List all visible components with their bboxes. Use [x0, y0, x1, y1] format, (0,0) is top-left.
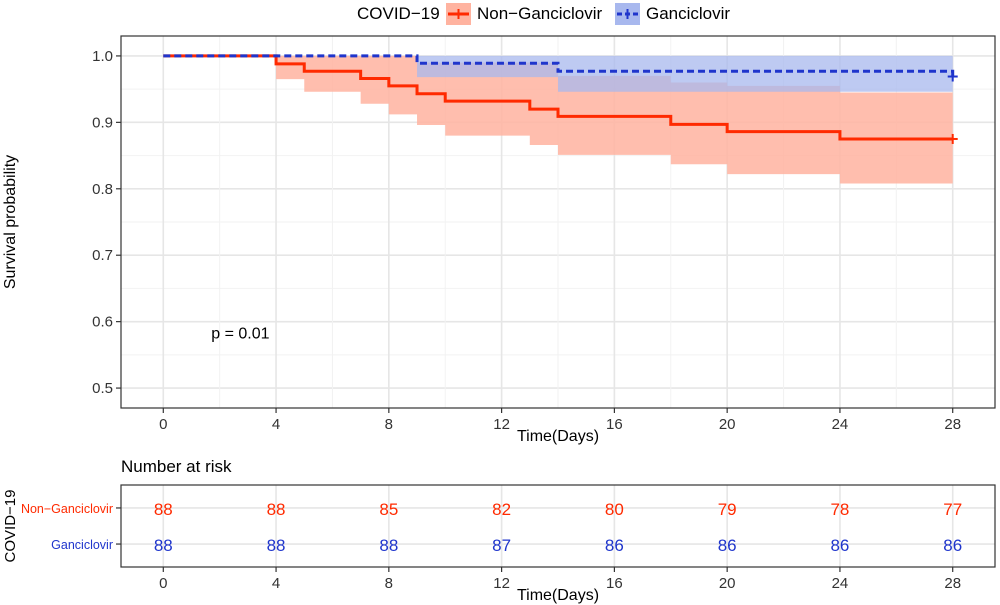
ci-band-ganciclovir	[163, 55, 953, 92]
y-tick-label: 0.8	[92, 181, 113, 198]
risk-row-label: Non−Ganciclovir	[21, 502, 113, 516]
legend-item-non-ganciclovir: Non−Ganciclovir	[446, 3, 603, 25]
risk-table-y-label: COVID−19	[2, 490, 19, 563]
risk-x-tick-label: 4	[272, 575, 280, 592]
x-tick-label: 16	[606, 416, 623, 433]
risk-x-tick-label: 12	[493, 575, 510, 592]
risk-table-x-label: Time(Days)	[517, 587, 599, 604]
risk-table-grid	[121, 485, 995, 567]
risk-cell: 82	[492, 500, 511, 519]
x-tick-label: 28	[944, 416, 961, 433]
risk-x-tick-label: 8	[385, 575, 393, 592]
y-axis-ticks: 0.5 0.6 0.7 0.8 0.9 1.0	[92, 48, 121, 397]
survival-curve-ganciclovir	[163, 54, 955, 77]
x-tick-label: 0	[159, 416, 167, 433]
risk-x-tick-label: 24	[832, 575, 849, 592]
risk-table-panel	[121, 485, 995, 567]
plot-frame	[120, 35, 996, 409]
x-tick-label: 12	[493, 416, 510, 433]
risk-x-tick-label: 16	[606, 575, 623, 592]
survival-plot: 0.5 0.6 0.7 0.8 0.9 1.0 0 4 8 12 16 20 24 28 Time(Da…	[2, 35, 996, 445]
x-tick-label: 24	[832, 416, 849, 433]
risk-cell: 88	[154, 536, 173, 555]
risk-x-tick-label: 0	[159, 575, 167, 592]
x-axis-ticks: 0 4 8 12 16 20 24 28	[159, 408, 961, 433]
risk-cell: 77	[943, 500, 962, 519]
risk-cell: 88	[379, 536, 398, 555]
risk-cell: 88	[267, 500, 286, 519]
risk-table: Number at risk COVID−19 88 88 85 82 80 79 78 77…	[2, 457, 996, 604]
y-axis-label: Survival probability	[2, 155, 19, 289]
y-tick-label: 0.5	[92, 380, 113, 397]
risk-table-row-labels: Non−Ganciclovir Ganciclovir	[21, 502, 121, 552]
risk-cell: 78	[830, 500, 849, 519]
y-tick-label: 0.7	[92, 247, 113, 264]
legend-title: COVID−19	[357, 4, 440, 23]
censor-mark	[947, 133, 958, 144]
risk-cell: 87	[492, 536, 511, 555]
risk-table-x-ticks: 0 4 8 12 16 20 24 28	[159, 567, 961, 592]
survival-curves	[163, 54, 958, 144]
risk-cell: 86	[605, 536, 624, 555]
risk-cell: 80	[605, 500, 624, 519]
risk-x-tick-label: 28	[944, 575, 961, 592]
legend-item-ganciclovir: Ganciclovir	[615, 3, 730, 25]
p-value-annotation: p = 0.01	[211, 325, 269, 342]
risk-x-tick-label: 20	[719, 575, 736, 592]
confidence-bands	[163, 55, 953, 184]
legend-label-ganciclovir: Ganciclovir	[646, 4, 730, 23]
x-tick-label: 20	[719, 416, 736, 433]
y-tick-label: 0.6	[92, 314, 113, 331]
risk-table-cells: 88 88 85 82 80 79 78 77 88 88 88 87 86 86 86 86	[154, 500, 962, 555]
survival-curve-non-ganciclovir	[163, 54, 953, 141]
risk-cell: 86	[943, 536, 962, 555]
risk-cell: 86	[718, 536, 737, 555]
y-tick-label: 1.0	[92, 48, 113, 65]
risk-cell: 88	[154, 500, 173, 519]
plot-grid	[121, 36, 995, 408]
risk-cell: 79	[718, 500, 737, 519]
risk-cell: 86	[830, 536, 849, 555]
legend-label-non-ganciclovir: Non−Ganciclovir	[477, 4, 603, 23]
y-tick-label: 0.9	[92, 114, 113, 131]
risk-table-frame	[120, 484, 996, 568]
risk-cell: 88	[267, 536, 286, 555]
x-tick-label: 8	[385, 416, 393, 433]
legend: COVID−19 Non−Ganciclovir Ganciclovir	[357, 3, 730, 25]
x-axis-label: Time(Days)	[517, 428, 599, 445]
risk-row-label: Ganciclovir	[51, 538, 113, 552]
x-tick-label: 4	[272, 416, 280, 433]
risk-cell: 85	[379, 500, 398, 519]
risk-table-title: Number at risk	[121, 457, 232, 476]
censor-mark	[947, 71, 958, 82]
